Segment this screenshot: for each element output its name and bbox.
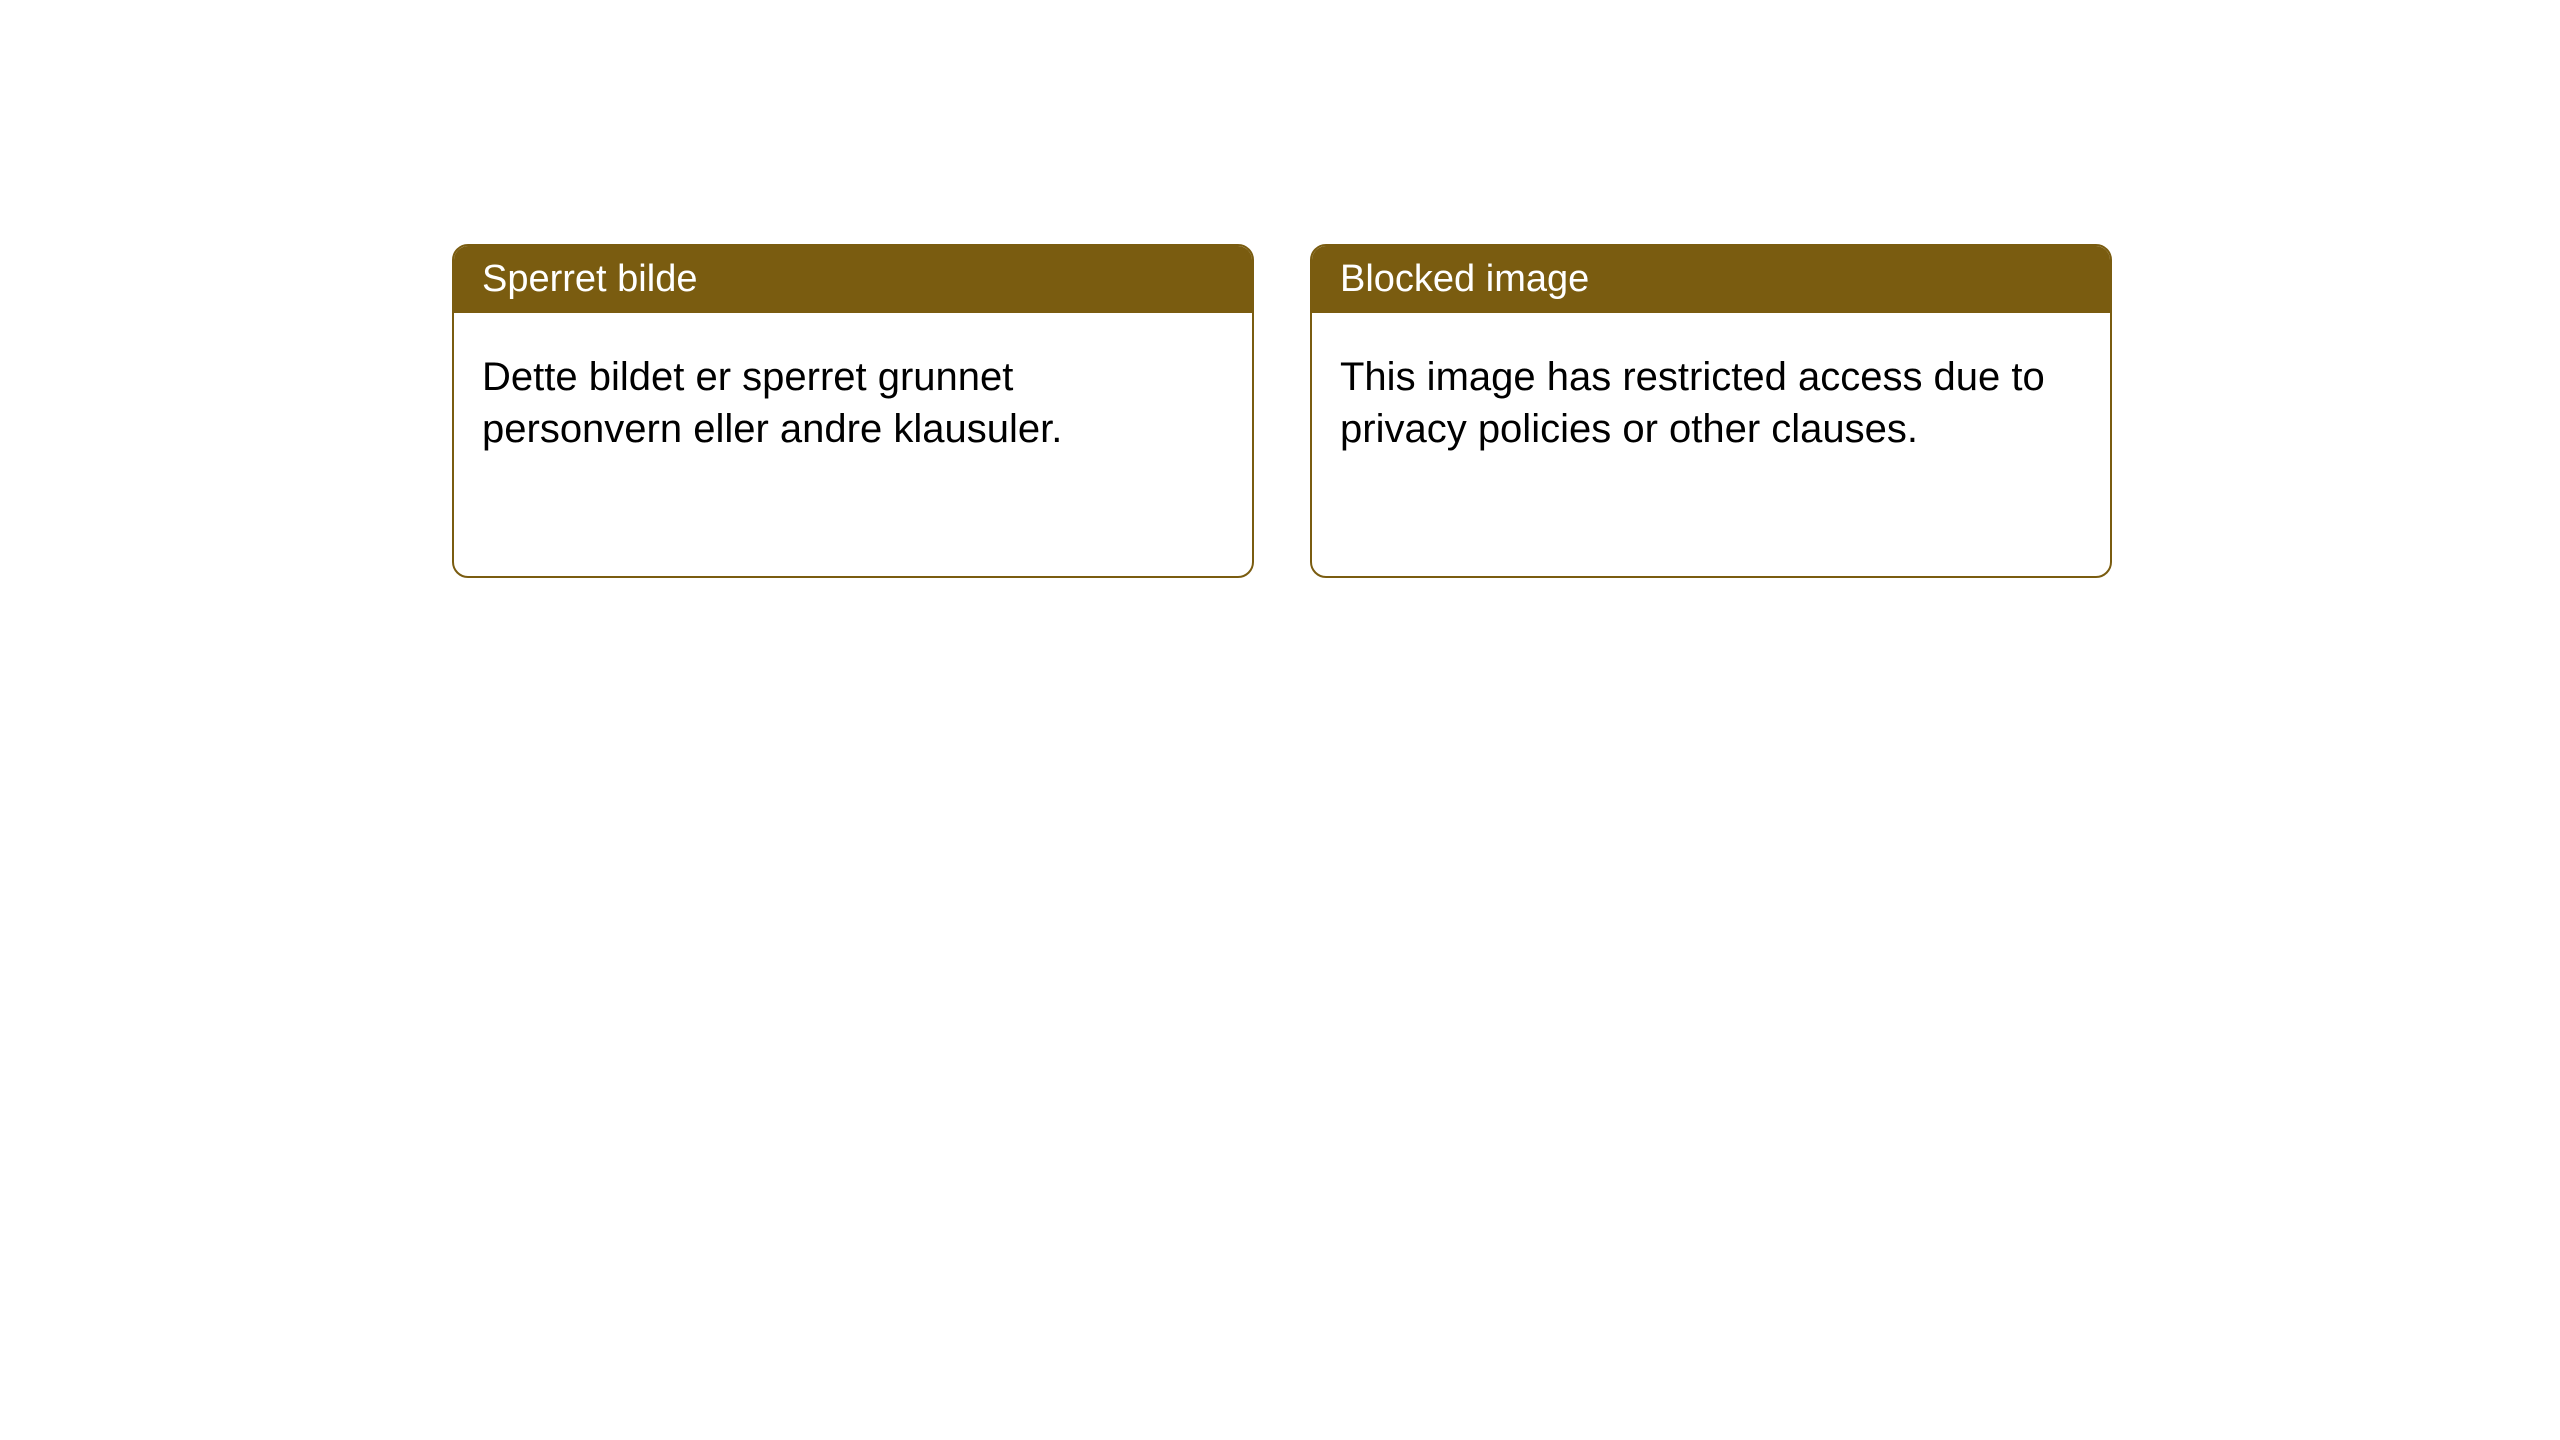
notice-card-norwegian: Sperret bilde Dette bildet er sperret gr… [452,244,1254,578]
card-header: Blocked image [1312,246,2110,313]
card-body-text: Dette bildet er sperret grunnet personve… [482,355,1062,451]
card-title: Sperret bilde [482,258,697,300]
notice-cards-container: Sperret bilde Dette bildet er sperret gr… [452,244,2112,578]
notice-card-english: Blocked image This image has restricted … [1310,244,2112,578]
card-body: This image has restricted access due to … [1312,313,2110,493]
card-body-text: This image has restricted access due to … [1340,355,2045,451]
card-header: Sperret bilde [454,246,1252,313]
card-body: Dette bildet er sperret grunnet personve… [454,313,1252,493]
card-title: Blocked image [1340,258,1589,300]
